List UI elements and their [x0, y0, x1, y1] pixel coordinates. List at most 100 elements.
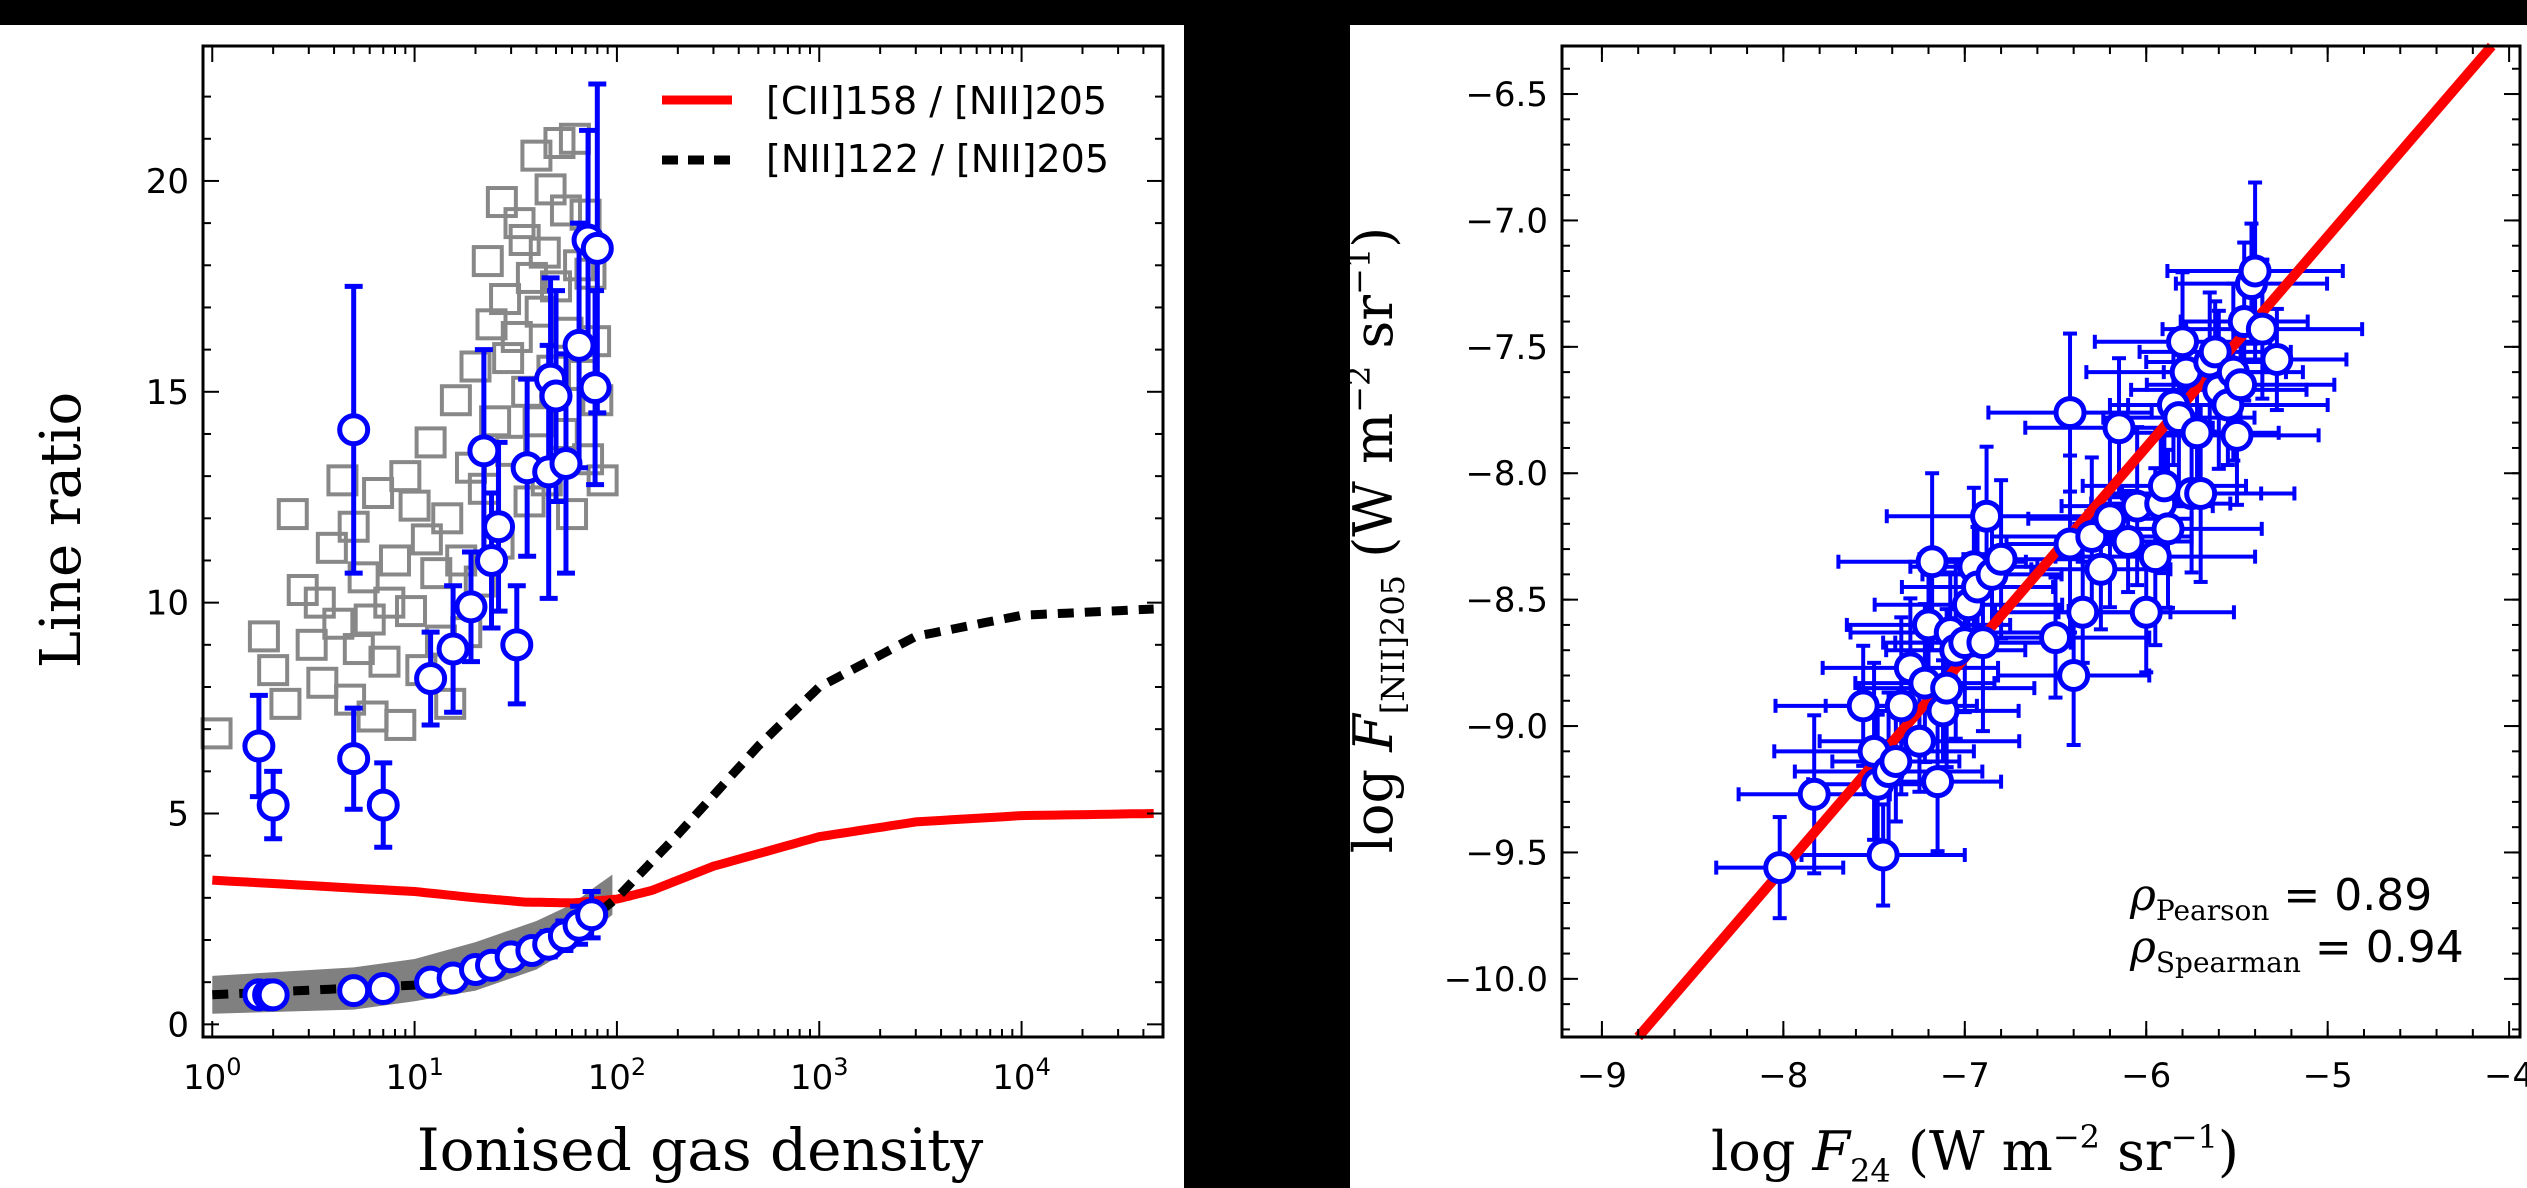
left-panel-background	[0, 25, 1184, 1188]
data-point	[2129, 595, 2163, 629]
data-point	[482, 510, 516, 544]
data-square	[334, 683, 367, 716]
data-point	[580, 231, 614, 265]
data-point	[436, 632, 470, 666]
data-point	[337, 974, 371, 1008]
data-point	[1846, 689, 1880, 723]
data-point	[2066, 595, 2100, 629]
data-square	[459, 350, 492, 383]
data-point	[2245, 312, 2279, 346]
y-tick-label: 5	[167, 794, 189, 834]
right-chart: −9 −8 −7 −6 −5 −4 −10.0 −9.5 −9.0 −8.5 −8.0 −7.5 −7.…	[1340, 42, 2527, 1188]
data-point	[475, 543, 509, 577]
data-point	[1915, 545, 1949, 579]
data-point	[2151, 512, 2185, 546]
model-uncertainty-band	[212, 874, 613, 1014]
pearson-text: ρPearson = 0.89	[2129, 870, 2432, 927]
data-point	[242, 729, 276, 763]
y-tick-label: −8.0	[1465, 454, 1548, 494]
right-x-axis-label: log F24 (W m−2 sr−1)	[1711, 1118, 2239, 1188]
data-point	[2093, 502, 2127, 536]
data-point	[549, 446, 583, 480]
data-point	[1879, 744, 1913, 778]
data-square	[368, 645, 401, 678]
data-point	[1921, 765, 1955, 799]
legend-label-nii: [NII]122 / [NII]205	[766, 137, 1109, 181]
x-tick-label: −9	[1577, 1056, 1627, 1096]
data-point	[2057, 658, 2091, 692]
data-square	[322, 607, 355, 640]
data-square	[347, 561, 380, 594]
data-point	[1866, 838, 1900, 872]
x-tick-label: −5	[2303, 1056, 2353, 1096]
data-square	[378, 544, 411, 577]
x-tick-label: 104	[992, 1053, 1051, 1098]
data-square	[295, 628, 328, 661]
data-point	[337, 742, 371, 776]
x-tick-label: −4	[2484, 1056, 2527, 1096]
data-point	[2224, 368, 2258, 402]
data-square	[439, 384, 472, 417]
y-tick-label: −7.0	[1465, 201, 1548, 241]
data-point	[2198, 335, 2232, 369]
data-square	[247, 620, 280, 653]
data-point	[467, 434, 501, 468]
data-point	[1884, 689, 1918, 723]
y-tick-label: −8.5	[1465, 581, 1548, 621]
data-square	[414, 426, 447, 459]
data-point	[1970, 499, 2004, 533]
data-point	[2147, 469, 2181, 503]
y-tick-label: −6.5	[1465, 75, 1548, 115]
x-tick-label: 103	[790, 1053, 849, 1098]
data-square	[528, 236, 561, 269]
data-square	[586, 464, 619, 497]
data-square	[384, 708, 417, 741]
legend-label-cii: [CII]158 / [NII]205	[766, 79, 1107, 123]
data-square	[269, 687, 302, 720]
y-tick-label: −10.0	[1444, 960, 1548, 1000]
data-point	[1902, 724, 1936, 758]
data-point	[2238, 254, 2272, 288]
data-point	[2180, 416, 2214, 450]
data-square	[373, 586, 406, 619]
data-point	[1984, 542, 2018, 576]
data-square	[434, 687, 467, 720]
data-square	[276, 498, 309, 531]
cii-nii-model-curve	[212, 809, 1154, 908]
x-tick-label: 101	[385, 1053, 444, 1098]
data-square	[485, 186, 518, 219]
data-square	[398, 489, 431, 522]
y-tick-label: 15	[146, 373, 189, 413]
data-point	[337, 413, 371, 447]
x-tick-label: −8	[1758, 1056, 1808, 1096]
data-point	[500, 628, 534, 662]
data-point	[366, 972, 400, 1006]
data-point	[1797, 777, 1831, 811]
data-point	[2102, 411, 2136, 445]
data-point	[578, 371, 612, 405]
data-square	[549, 194, 582, 227]
data-point	[256, 978, 290, 1012]
data-point	[366, 788, 400, 822]
data-square	[556, 498, 589, 531]
y-tick-label: −9.0	[1465, 707, 1548, 747]
data-point	[1930, 671, 1964, 705]
legend: [CII]158 / [NII]205 [NII]122 / [NII]205	[662, 79, 1109, 181]
data-point	[1966, 626, 2000, 660]
data-square	[492, 342, 525, 375]
data-point	[2166, 325, 2200, 359]
x-tick-label: 100	[183, 1053, 242, 1098]
spearman-text: ρSpearman = 0.94	[2129, 922, 2464, 979]
data-point	[454, 590, 488, 624]
x-tick-label: −7	[1940, 1056, 1990, 1096]
y-tick-label: −9.5	[1465, 833, 1548, 873]
data-point	[2053, 396, 2087, 430]
left-y-axis-label: Line ratio	[29, 392, 94, 668]
data-point	[575, 898, 609, 932]
data-point	[414, 662, 448, 696]
right-plot-frame	[1560, 44, 2522, 1039]
data-square	[315, 531, 348, 564]
right-y-axis-label: log F[NII]205 (W m−2 sr−1)	[1340, 227, 1412, 854]
left-chart: 100 101 102 103 104 0 5 10 15 20 Line ratio Ionis…	[29, 44, 1165, 1184]
